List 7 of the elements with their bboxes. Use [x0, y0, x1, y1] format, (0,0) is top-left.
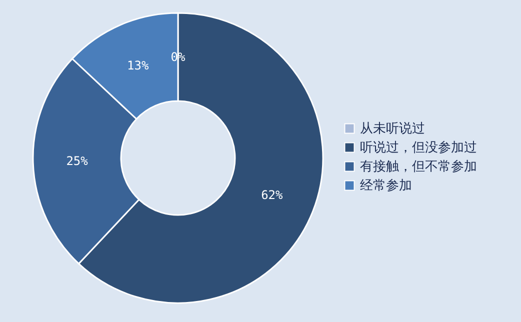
legend-label: 听说过，但没参加过	[360, 140, 477, 156]
data-label: 13%	[127, 58, 150, 72]
legend-label: 从未听说过	[360, 122, 425, 136]
data-label: 25%	[66, 154, 89, 168]
legend-label: 经常参加	[360, 178, 412, 194]
legend-label: 有接触，但不常参加	[360, 160, 477, 174]
data-label: 62%	[261, 188, 284, 202]
